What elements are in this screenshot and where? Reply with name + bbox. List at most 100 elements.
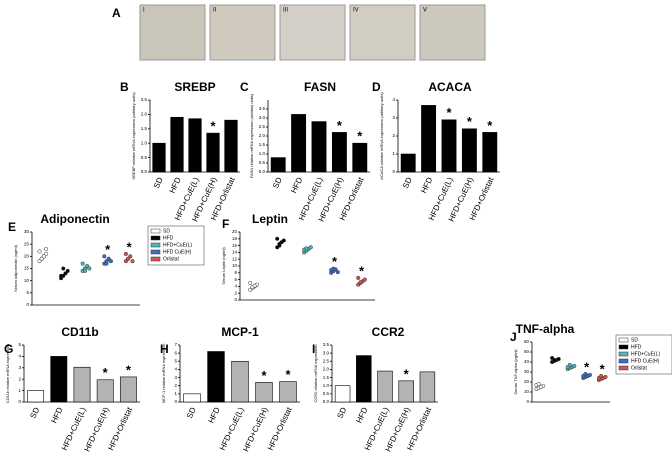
y-axis-label: ACACA relative mRNA expression (arbitary…	[379, 92, 384, 180]
data-point	[37, 249, 42, 254]
data-point	[567, 362, 572, 368]
y-tick-label: 3	[174, 375, 177, 380]
data-point	[587, 372, 592, 378]
data-point	[536, 381, 541, 387]
bar	[73, 366, 91, 403]
y-tick-label: 30	[24, 229, 30, 234]
bar	[356, 355, 372, 403]
y-tick-label: 0.5	[323, 391, 330, 396]
y-tick-label: 3.5	[323, 342, 330, 347]
bar	[170, 116, 184, 173]
micrograph	[139, 4, 206, 61]
y-tick-label: 0.0	[141, 169, 148, 174]
panel-label: D	[372, 80, 381, 94]
y-tick-label: 20	[232, 229, 238, 234]
significance-mark: *	[357, 129, 363, 144]
micrograph-label: V	[423, 8, 427, 14]
data-point	[102, 254, 107, 259]
y-axis-label: FASN relative mRNA expression (arbitary …	[249, 93, 254, 178]
y-tick-label: 6	[174, 350, 177, 355]
data-point	[599, 373, 604, 379]
bar	[50, 356, 68, 403]
y-axis-label: Serum adiponectin (ng/ml)	[13, 244, 18, 292]
y-axis-label: Serum TNF-alpha (pg/ml)	[513, 349, 518, 395]
bar	[183, 393, 201, 403]
y-tick-label: 16	[232, 243, 238, 248]
y-tick-label: 4	[174, 367, 177, 372]
x-tick-label: HFD	[419, 176, 434, 195]
legend-label: SD	[631, 337, 638, 343]
x-tick-label: HFD+CuE(L)	[218, 406, 246, 452]
y-tick-label: 3.0	[259, 115, 266, 120]
legend-label: HFD	[631, 344, 642, 350]
micrograph-label: IV	[353, 8, 359, 14]
x-tick-label: SD	[152, 176, 165, 190]
data-point	[308, 245, 313, 250]
panel-label: G	[4, 342, 13, 356]
y-tick-label: 5	[174, 358, 177, 363]
significance-mark: *	[600, 361, 606, 376]
bar	[119, 376, 137, 403]
data-point	[556, 356, 561, 362]
panel-label: J	[510, 330, 517, 344]
y-tick-label: 15	[24, 266, 30, 271]
chart-title: FASN	[304, 80, 336, 94]
bar	[377, 370, 393, 403]
data-point	[538, 384, 543, 390]
data-point	[126, 256, 131, 261]
legend-label: Orlistat	[631, 365, 647, 371]
data-point	[304, 246, 309, 251]
significance-mark: *	[337, 118, 343, 133]
y-tick-label: 3	[18, 365, 21, 370]
bar	[206, 132, 220, 173]
y-tick-label: 2.5	[141, 97, 148, 102]
data-point	[358, 280, 363, 285]
bar	[331, 132, 347, 173]
data-point	[108, 259, 113, 264]
x-tick-label: HFD	[207, 406, 222, 425]
bar	[398, 380, 414, 403]
panel-label: E	[8, 220, 16, 234]
data-point	[277, 241, 282, 246]
y-tick-label: 40	[524, 359, 530, 364]
bar	[27, 390, 45, 403]
data-point	[59, 273, 64, 278]
y-tick-label: 10	[232, 263, 238, 268]
bar	[311, 121, 327, 173]
micrograph	[209, 4, 276, 61]
y-tick-label: 1.0	[323, 383, 330, 388]
significance-mark: *	[404, 366, 410, 381]
bar	[255, 382, 273, 403]
y-tick-label: 0.0	[323, 399, 330, 404]
legend-label: HFD+CuE(L)	[163, 242, 192, 248]
y-tick-label: 1.5	[259, 142, 266, 147]
y-tick-label: 2	[392, 133, 395, 138]
significance-mark: *	[126, 362, 132, 377]
data-point	[82, 268, 87, 273]
data-point	[123, 251, 128, 256]
data-point	[275, 236, 280, 241]
significance-mark: *	[261, 368, 267, 383]
data-point	[252, 283, 257, 288]
legend-label: HFD	[163, 235, 174, 241]
data-point	[130, 259, 135, 264]
legend-label: HFD+CuE(L)	[631, 351, 660, 357]
panel-label: C	[240, 80, 249, 94]
x-tick-label: HFD	[289, 176, 304, 195]
y-tick-label: 3	[392, 115, 395, 120]
y-tick-label: 0	[392, 169, 395, 174]
y-tick-label: 2	[234, 290, 237, 295]
x-tick-label: HFD+CuE(H)	[241, 406, 269, 453]
chart-title: TNF-alpha	[516, 322, 575, 336]
y-tick-label: 2.0	[141, 112, 148, 117]
data-point	[80, 261, 85, 266]
chart-title: Adiponectin	[40, 212, 109, 226]
legend-label: HFD CuE(H)	[163, 249, 192, 255]
legend-label: Orlistat	[163, 256, 179, 262]
y-tick-label: 0	[174, 399, 177, 404]
significance-mark: *	[210, 119, 216, 134]
x-tick-label: SD	[185, 406, 198, 420]
legend-swatch	[618, 365, 629, 371]
micrograph-label: I	[143, 8, 145, 14]
data-point	[331, 266, 336, 271]
